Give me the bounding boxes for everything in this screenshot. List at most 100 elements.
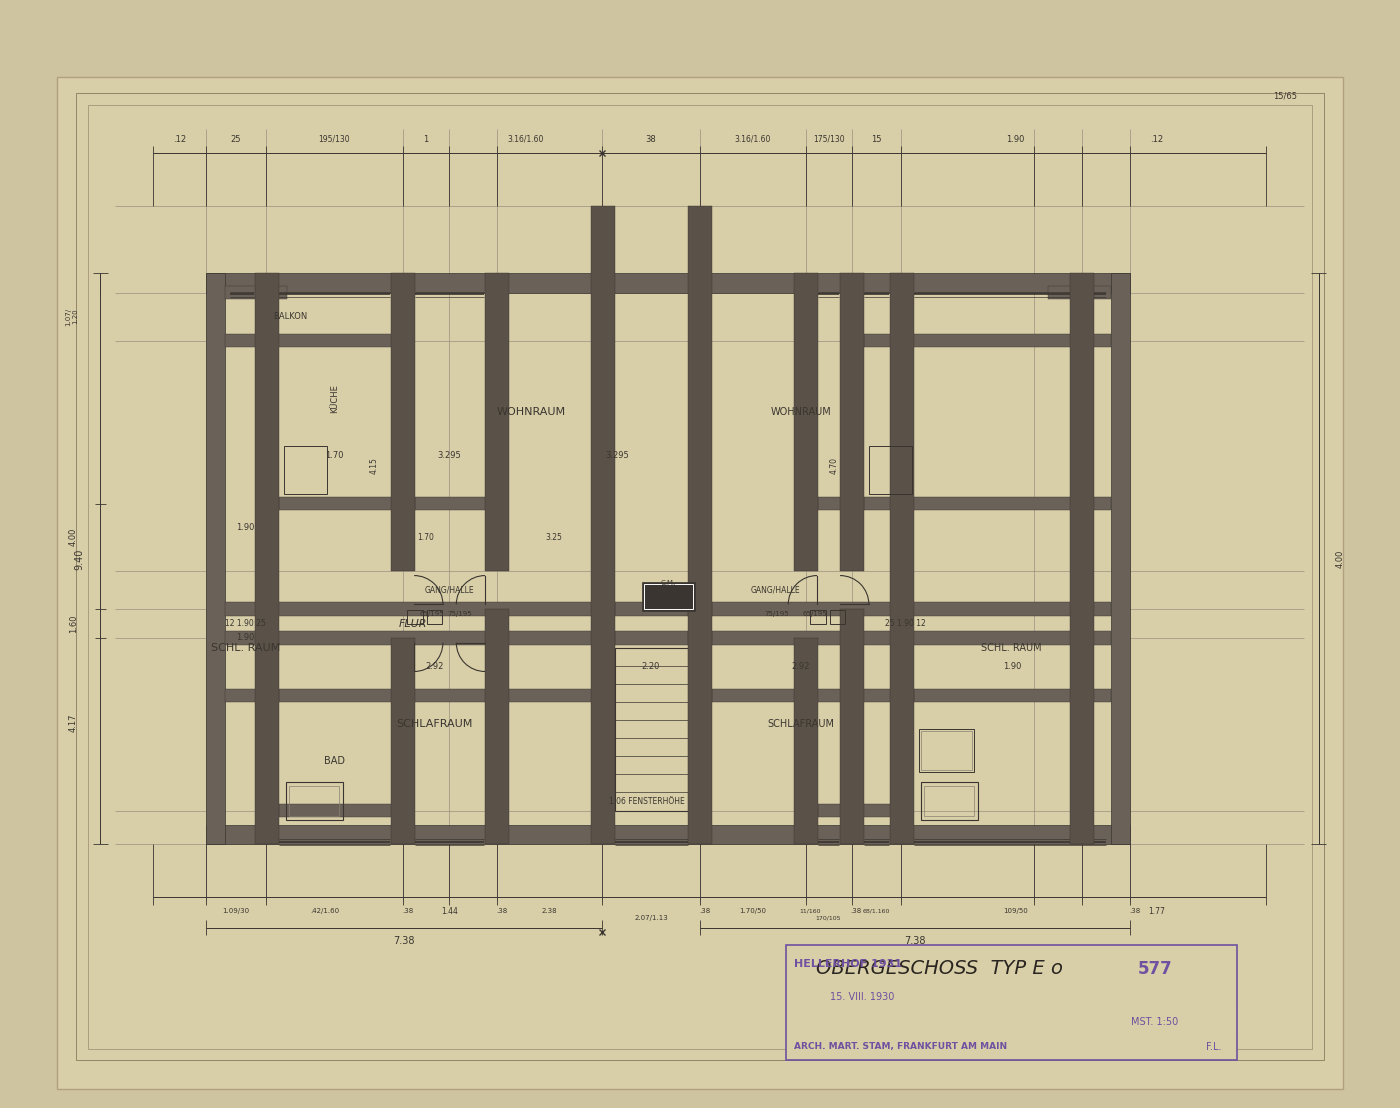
Text: GANG/HALLE: GANG/HALLE (424, 585, 475, 595)
Bar (818, 496, 851, 511)
Bar (713, 689, 902, 702)
Text: 1.90: 1.90 (1002, 663, 1021, 671)
Bar (486, 609, 510, 844)
Bar (840, 609, 864, 844)
Text: C.M.: C.M. (661, 581, 676, 586)
Text: 1: 1 (423, 134, 428, 144)
Text: 1.70: 1.70 (325, 451, 344, 460)
Text: 65/195: 65/195 (802, 611, 827, 617)
Text: BAD: BAD (323, 756, 344, 766)
Text: WOHNRAUM: WOHNRAUM (497, 408, 566, 418)
Bar (88, 104, 1312, 1048)
Text: 11/160: 11/160 (799, 909, 820, 914)
Text: SCHLAFRAUM: SCHLAFRAUM (767, 719, 834, 729)
Bar (921, 731, 973, 770)
Text: GANG/HALLE: GANG/HALLE (750, 585, 801, 595)
Text: .12: .12 (1149, 134, 1163, 144)
Text: 3.295: 3.295 (606, 451, 630, 460)
Bar (1071, 274, 1095, 844)
Text: OBERGESCHOSS  TYP E o: OBERGESCHOSS TYP E o (816, 960, 1063, 978)
Bar (284, 447, 326, 494)
Text: FLUR: FLUR (399, 618, 427, 628)
Text: 2.20: 2.20 (641, 663, 661, 671)
Bar (840, 274, 864, 571)
Text: 7.38: 7.38 (393, 936, 414, 946)
Bar (921, 782, 979, 820)
Text: 1.77: 1.77 (1148, 906, 1165, 916)
Bar (286, 782, 343, 820)
Bar (225, 689, 266, 702)
Bar (794, 274, 818, 571)
Bar (713, 632, 1110, 645)
Bar (924, 786, 974, 817)
Bar (615, 632, 687, 645)
Bar (225, 286, 287, 299)
Bar (225, 632, 602, 645)
Text: 1.90: 1.90 (237, 523, 255, 532)
Text: 15/65: 15/65 (1273, 91, 1298, 101)
Text: 65/195: 65/195 (419, 611, 444, 617)
Text: .38: .38 (402, 909, 413, 914)
Text: .38: .38 (1128, 909, 1140, 914)
Text: 195/130: 195/130 (319, 134, 350, 144)
Bar (890, 274, 914, 844)
Bar (225, 603, 602, 616)
Text: 1.60: 1.60 (69, 614, 78, 633)
Text: 2.92: 2.92 (426, 663, 444, 671)
Text: 2.07/1.13: 2.07/1.13 (634, 915, 668, 921)
Bar (689, 206, 713, 844)
Bar (864, 496, 1110, 511)
Bar (206, 274, 1130, 293)
Text: 4.70: 4.70 (830, 456, 839, 474)
Text: 12 1.90 25: 12 1.90 25 (225, 619, 266, 628)
Text: 7.38: 7.38 (904, 936, 925, 946)
Text: 1.70: 1.70 (417, 533, 434, 542)
Bar (206, 274, 225, 844)
Text: 75/195: 75/195 (764, 611, 790, 617)
Text: 25: 25 (231, 134, 241, 144)
Text: 4.00: 4.00 (1336, 550, 1344, 568)
Text: 1.09/30: 1.09/30 (223, 909, 249, 914)
Text: 170/105: 170/105 (816, 915, 841, 921)
Text: SCHL. RAUM: SCHL. RAUM (981, 643, 1042, 653)
Bar (794, 638, 818, 844)
Bar (1049, 286, 1110, 299)
Text: 109/50: 109/50 (1004, 909, 1028, 914)
Text: 1.06 FENSTERHÖHE: 1.06 FENSTERHÖHE (609, 797, 685, 806)
Bar (864, 334, 1110, 347)
Text: 2.92: 2.92 (791, 663, 811, 671)
Bar (391, 274, 414, 571)
Text: 175/130: 175/130 (813, 134, 844, 144)
Text: F.L.: F.L. (1205, 1042, 1221, 1051)
Bar (818, 804, 902, 818)
Bar (787, 945, 1238, 1060)
Bar (830, 611, 844, 624)
Text: 38: 38 (645, 134, 657, 144)
Bar (811, 611, 826, 624)
Bar (290, 786, 339, 817)
Text: WOHNRAUM: WOHNRAUM (770, 408, 832, 418)
Text: 15. VIII. 1930: 15. VIII. 1930 (830, 992, 893, 1002)
Bar (591, 206, 615, 844)
Text: 1.70/50: 1.70/50 (739, 909, 766, 914)
Bar (279, 804, 403, 818)
Bar (427, 611, 442, 624)
Text: BALKON: BALKON (273, 312, 308, 321)
Text: E.K.: E.K. (662, 588, 675, 595)
Text: 3.16/1.60: 3.16/1.60 (735, 134, 771, 144)
Text: 4.15: 4.15 (370, 456, 378, 474)
Text: ARCH. MART. STAM, FRANKFURT AM MAIN: ARCH. MART. STAM, FRANKFURT AM MAIN (794, 1043, 1007, 1051)
Text: .38: .38 (851, 909, 862, 914)
Bar (279, 496, 403, 511)
Text: HELLERHOF 1931: HELLERHOF 1931 (794, 960, 902, 970)
Text: SCHL. RAUM: SCHL. RAUM (210, 643, 280, 653)
Bar (391, 638, 414, 844)
Bar (643, 583, 696, 611)
Bar (255, 274, 279, 844)
Text: KÜCHE: KÜCHE (330, 383, 339, 412)
Bar (615, 647, 687, 811)
Text: 9.40: 9.40 (74, 548, 84, 570)
Bar (414, 496, 497, 511)
Bar (615, 603, 687, 616)
Text: SCHLAFRAUM: SCHLAFRAUM (396, 719, 472, 729)
